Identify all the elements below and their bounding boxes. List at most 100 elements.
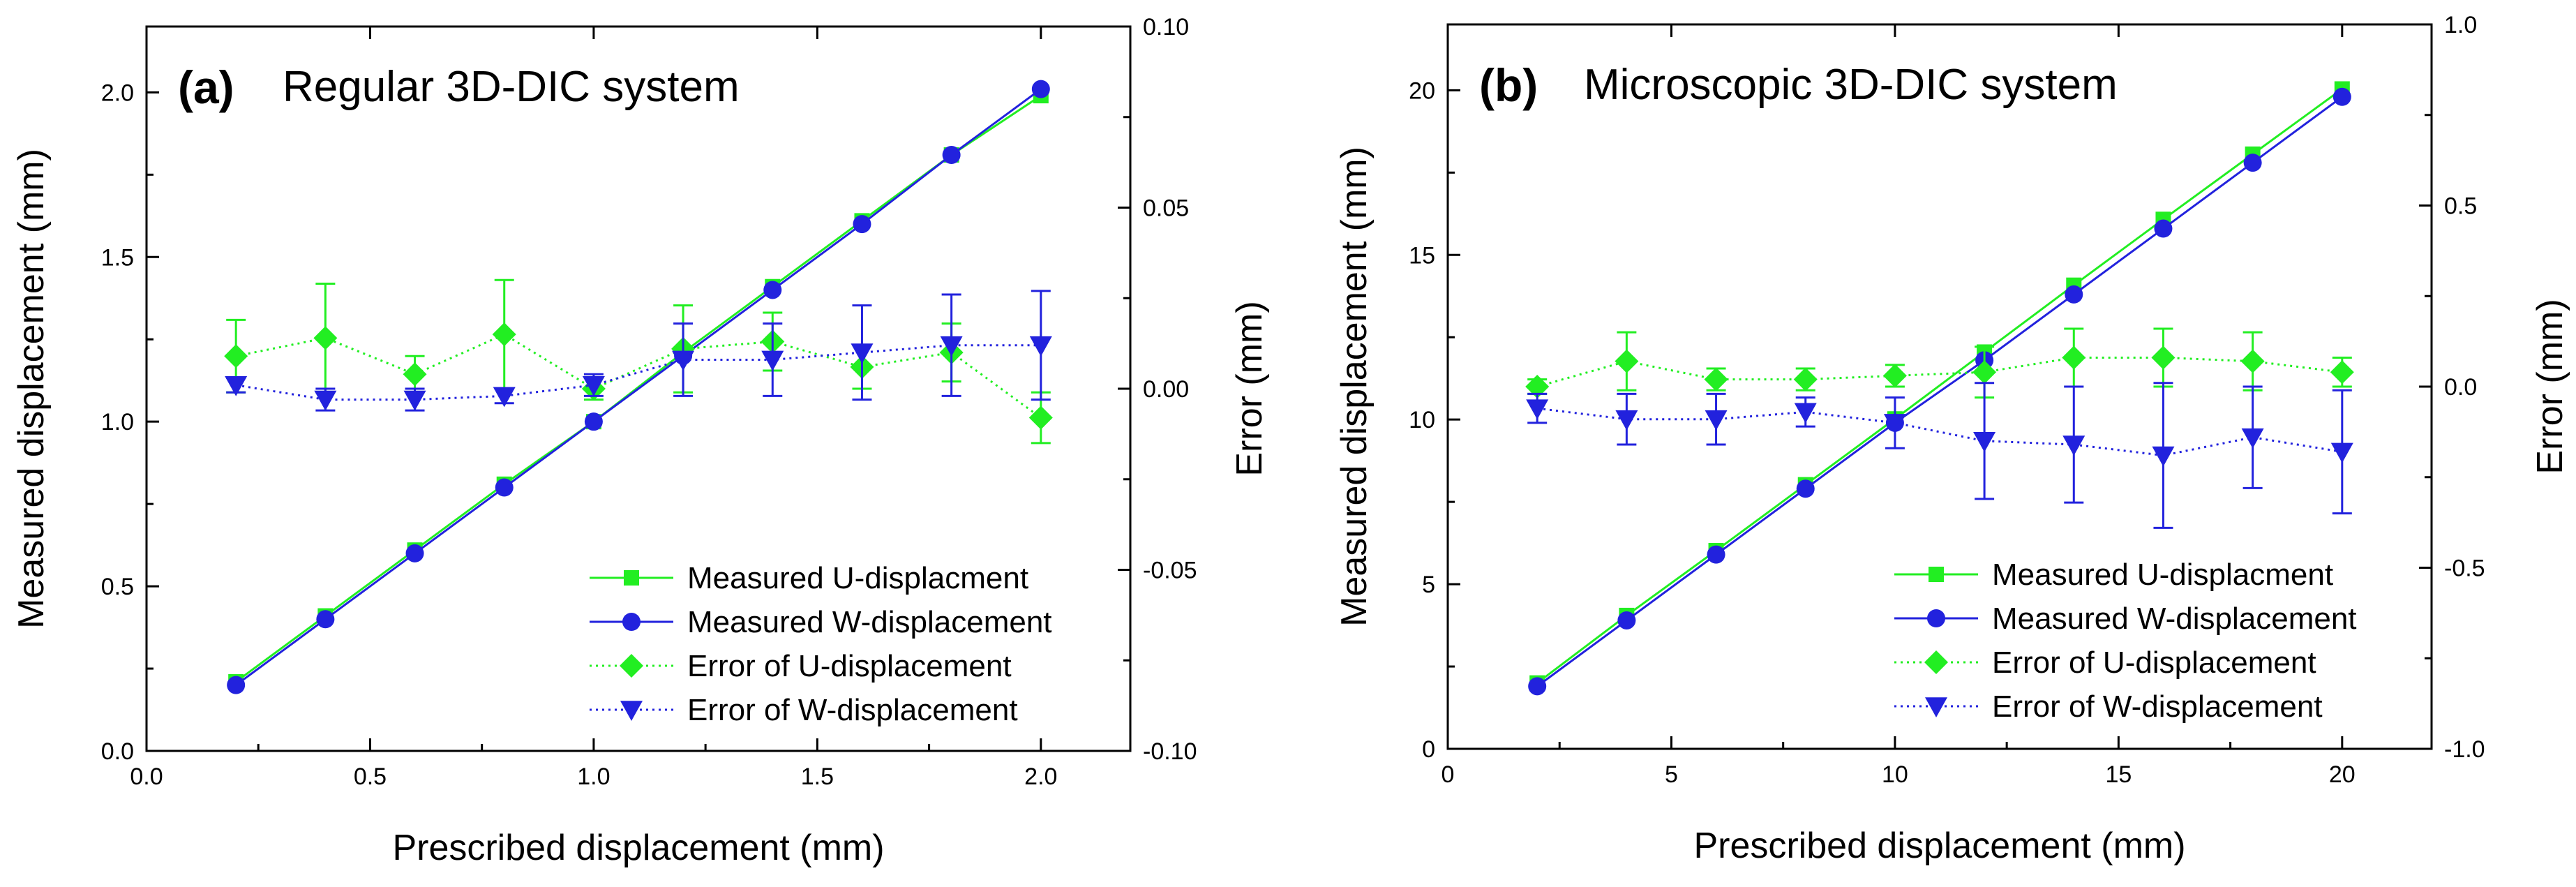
x-tick-label: 5: [1665, 761, 1678, 788]
data-point: [763, 281, 782, 299]
x-tick-label: 0.5: [354, 763, 387, 790]
legend-label: Error of W-displacement: [1992, 690, 2323, 724]
legend-marker: [1927, 609, 1945, 627]
series-line-3: [1537, 407, 2343, 457]
y-tick-label: 0.0: [101, 738, 134, 765]
data-point: [1528, 677, 1547, 696]
panel-label: (a): [178, 61, 234, 113]
panel-title: Microscopic 3D-DIC system: [1584, 61, 2118, 109]
data-point: [1617, 611, 1636, 629]
y2-tick-label: -0.05: [1143, 558, 1197, 584]
legend-marker: [620, 654, 643, 678]
y-axis-title: Measured displacement (mm): [1334, 147, 1375, 627]
data-point: [761, 350, 784, 371]
data-point: [1028, 405, 1053, 430]
data-point: [2065, 285, 2083, 304]
x-tick-label: 0: [1441, 761, 1455, 788]
panel-a: 0.0 0.5 1.0 1.5 2.0 0.0 0.5 1.0 1.5 2.0 -0.10 -0.05…: [11, 14, 1270, 868]
y-tick-label: 10: [1409, 407, 1435, 433]
marks-group: [1525, 81, 2354, 696]
data-point: [2154, 219, 2173, 238]
legend: Measured U-displacment Measured W-displac…: [1894, 558, 2357, 724]
data-point: [313, 326, 338, 350]
x-tick-label: 1.0: [577, 763, 610, 790]
y-tick-label: 1.0: [101, 409, 134, 435]
legend-label: Measured U-displacment: [1992, 558, 2333, 592]
series-line-1: [1536, 96, 2343, 687]
x-tick-label: 2.0: [1024, 763, 1057, 790]
series-line-3: [235, 344, 1041, 401]
x-axis-title: Prescribed displacement (mm): [392, 828, 884, 868]
data-point: [405, 544, 424, 562]
data-point: [1029, 336, 1052, 357]
data-point: [314, 390, 337, 411]
x-tick-label: 1.5: [801, 763, 834, 790]
data-point: [1031, 80, 1050, 98]
data-point: [1794, 403, 1817, 424]
x-tick-label: 15: [2105, 761, 2132, 788]
data-point: [403, 362, 427, 387]
data-point: [1707, 545, 1725, 564]
series-line-2: [235, 333, 1042, 419]
data-point: [853, 215, 871, 234]
y2-axis-title: Error (mm): [2530, 299, 2570, 474]
legend-label: Error of W-displacement: [687, 693, 1018, 727]
data-point: [1704, 367, 1728, 392]
data-point: [2243, 154, 2262, 172]
legend-label: Error of U-displacement: [687, 649, 1012, 683]
data-point: [2330, 360, 2354, 385]
y2-tick-label: 0.05: [1143, 195, 1189, 222]
data-point: [1615, 349, 1639, 373]
data-point: [2152, 446, 2175, 467]
data-point: [2240, 349, 2265, 373]
legend-label: Measured U-displacment: [687, 561, 1028, 595]
y-tick-label: 0: [1422, 736, 1435, 763]
data-point: [1705, 410, 1728, 431]
data-point: [2241, 428, 2264, 449]
data-point: [495, 478, 514, 497]
x-tick-label: 10: [1882, 761, 1908, 788]
y2-tick-label: 1.0: [2444, 12, 2477, 38]
data-point: [1882, 364, 1907, 388]
series-line-0: [235, 94, 1042, 683]
y2-axis-title: Error (mm): [1229, 301, 1270, 476]
y-tick-label: 20: [1409, 77, 1435, 104]
data-point: [224, 344, 248, 368]
data-point: [492, 322, 516, 347]
data-point: [1526, 399, 1549, 420]
y2-tick-label: 0.5: [2444, 193, 2477, 220]
data-point: [1525, 375, 1550, 398]
data-point: [1972, 360, 1997, 385]
legend-marker: [624, 570, 639, 586]
y2-tick-label: 0.00: [1143, 376, 1189, 403]
data-point: [582, 376, 605, 396]
data-point: [584, 412, 603, 431]
data-point: [2151, 345, 2176, 370]
data-point: [1615, 410, 1638, 431]
data-point: [851, 343, 874, 364]
series-line-0: [1536, 88, 2343, 684]
ticks-group: 0 5 10 15 20 0 5 10 15 20 -1.0 -0.5 0.0 0.5 1.0: [1409, 12, 2485, 788]
data-point: [672, 350, 695, 371]
data-point: [2062, 435, 2085, 456]
data-point: [225, 376, 248, 396]
data-point: [493, 387, 516, 408]
data-point: [1883, 414, 1906, 434]
y-tick-label: 0.5: [101, 574, 134, 600]
legend-marker: [620, 701, 643, 721]
y-axis-title: Measured displacement (mm): [11, 149, 52, 629]
y2-tick-label: 0.10: [1143, 14, 1189, 40]
legend-label: Measured W-displacement: [687, 605, 1052, 639]
panel-label: (b): [1479, 59, 1538, 111]
legend-marker: [1929, 567, 1944, 582]
data-point: [1973, 432, 1996, 452]
y-tick-label: 5: [1422, 572, 1435, 598]
data-point: [403, 390, 426, 411]
data-point: [1793, 367, 1818, 392]
data-point: [2330, 442, 2353, 463]
data-point: [1796, 479, 1815, 498]
x-tick-label: 20: [2329, 761, 2356, 788]
data-point: [940, 336, 963, 357]
y2-tick-label: -0.5: [2444, 556, 2485, 582]
